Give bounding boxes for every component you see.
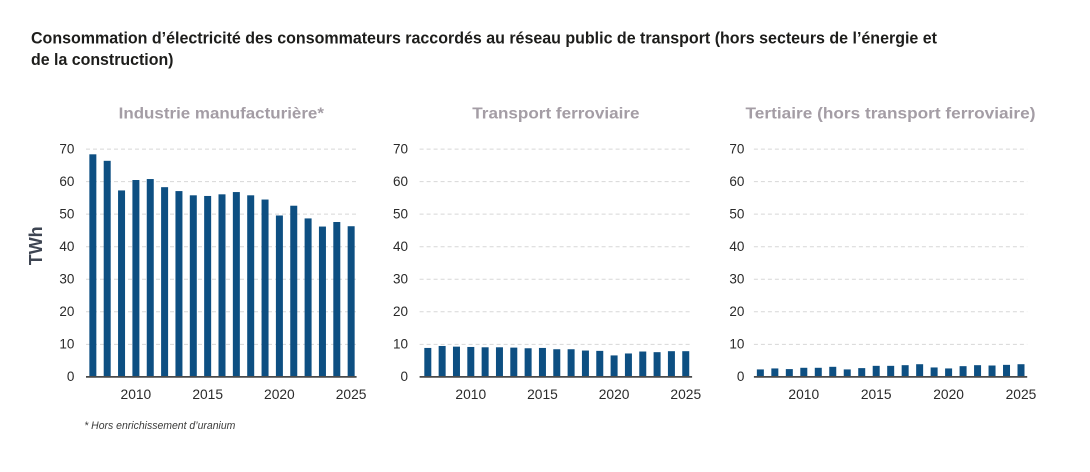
svg-text:2010: 2010: [121, 387, 152, 402]
svg-text:70: 70: [59, 141, 74, 156]
svg-text:40: 40: [59, 239, 74, 254]
svg-text:30: 30: [393, 272, 408, 287]
svg-text:2025: 2025: [336, 387, 367, 402]
svg-text:Tertiaire (hors transport ferr: Tertiaire (hors transport ferroviaire): [746, 106, 1036, 123]
svg-text:40: 40: [393, 239, 408, 254]
svg-text:0: 0: [400, 369, 408, 384]
svg-text:TWh: TWh: [26, 226, 46, 265]
svg-text:70: 70: [393, 141, 408, 156]
svg-text:Transport ferroviaire: Transport ferroviaire: [472, 106, 639, 123]
svg-text:50: 50: [59, 206, 74, 221]
svg-text:* Hors enrichissement d’uraniu: * Hors enrichissement d’uranium: [84, 420, 235, 432]
svg-text:0: 0: [737, 369, 745, 384]
svg-text:2010: 2010: [455, 387, 486, 402]
svg-text:Industrie manufacturière*: Industrie manufacturière*: [119, 106, 325, 123]
svg-text:30: 30: [59, 272, 74, 287]
svg-text:50: 50: [729, 206, 744, 221]
svg-text:70: 70: [729, 141, 744, 156]
svg-text:60: 60: [729, 174, 744, 189]
svg-text:2015: 2015: [527, 387, 558, 402]
svg-text:10: 10: [393, 337, 408, 352]
svg-text:de la construction): de la construction): [31, 51, 174, 69]
svg-text:2020: 2020: [599, 387, 630, 402]
svg-text:10: 10: [729, 337, 744, 352]
svg-text:2010: 2010: [788, 387, 819, 402]
svg-text:Consommation d’électricité des: Consommation d’électricité des consommat…: [31, 29, 937, 47]
svg-text:2015: 2015: [861, 387, 892, 402]
svg-text:40: 40: [729, 239, 744, 254]
svg-text:10: 10: [59, 337, 74, 352]
svg-text:20: 20: [59, 304, 74, 319]
svg-text:20: 20: [393, 304, 408, 319]
svg-text:2020: 2020: [933, 387, 964, 402]
svg-text:50: 50: [393, 206, 408, 221]
svg-text:30: 30: [729, 272, 744, 287]
svg-text:2020: 2020: [264, 387, 295, 402]
svg-text:0: 0: [67, 369, 75, 384]
svg-text:2025: 2025: [670, 387, 701, 402]
svg-text:2015: 2015: [192, 387, 223, 402]
svg-text:20: 20: [729, 304, 744, 319]
svg-text:60: 60: [393, 174, 408, 189]
svg-text:60: 60: [59, 174, 74, 189]
svg-text:2025: 2025: [1006, 387, 1037, 402]
